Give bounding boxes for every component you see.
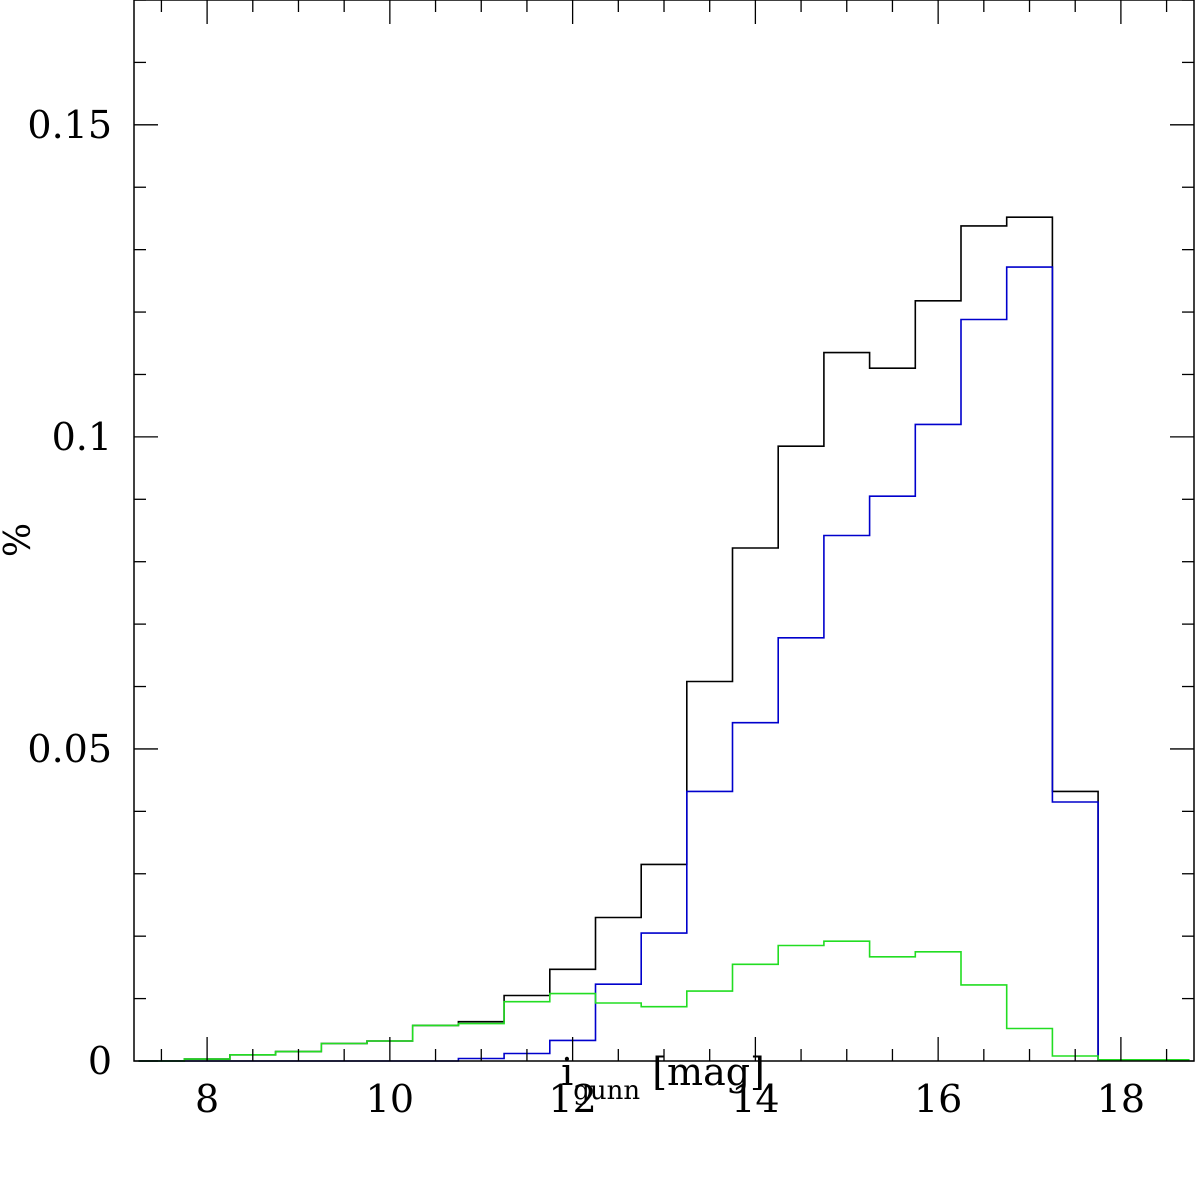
label-layer: 8 10 12 14 16 18 0 0.05 0.1 0.15 bbox=[27, 103, 1145, 1121]
y-tick-label: 0.15 bbox=[27, 103, 112, 147]
tick-layer bbox=[134, 0, 1194, 1062]
series-layer bbox=[138, 216, 1190, 1062]
y-tick-label: 0 bbox=[88, 1039, 112, 1083]
x-tick-label: 10 bbox=[366, 1077, 414, 1121]
x-tick-label: 8 bbox=[195, 1077, 219, 1121]
x-axis-label-subscript: gunn bbox=[573, 1076, 640, 1106]
series-3-step-line bbox=[138, 940, 1190, 1062]
x-axis-label-main: i bbox=[561, 1050, 573, 1094]
y-tick-label: 0.05 bbox=[27, 727, 112, 771]
x-tick-label: 12 bbox=[548, 1077, 596, 1121]
y-axis-label: % bbox=[0, 523, 39, 557]
x-axis-label: igunn [mag] bbox=[561, 1050, 765, 1106]
x-axis-label-unit: [mag] bbox=[640, 1050, 765, 1094]
y-tick-label: 0.1 bbox=[52, 415, 112, 459]
x-tick-label: 18 bbox=[1097, 1077, 1145, 1121]
x-tick-label: 16 bbox=[914, 1077, 962, 1121]
series-1-step-line bbox=[138, 216, 1190, 1062]
plot-frame bbox=[133, 0, 1195, 1062]
series-2-step-line bbox=[138, 266, 1190, 1062]
x-tick-label: 14 bbox=[731, 1077, 779, 1121]
